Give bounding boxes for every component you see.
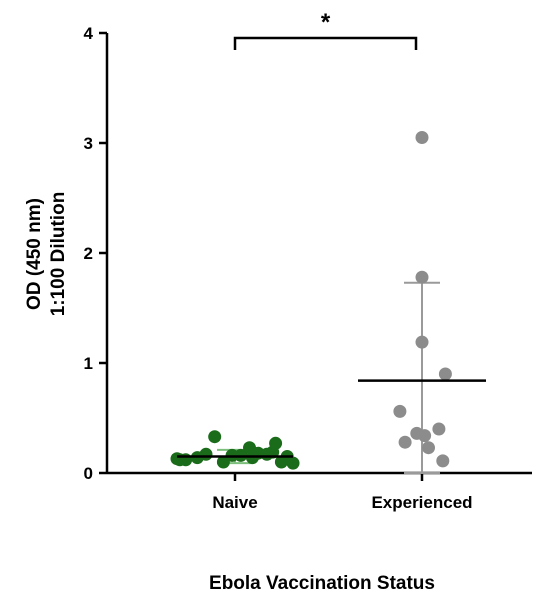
data-point xyxy=(260,447,274,461)
data-point xyxy=(422,441,435,455)
data-point xyxy=(432,422,446,436)
data-point xyxy=(286,456,300,470)
data-point xyxy=(415,270,429,284)
data-point xyxy=(410,426,424,440)
y-tick-label: 1 xyxy=(84,354,93,373)
x-axis-title: Ebola Vaccination Status xyxy=(209,573,435,593)
data-point xyxy=(208,430,222,444)
significance-bracket xyxy=(233,36,418,50)
data-point xyxy=(269,436,283,450)
x-tick-label: Experienced xyxy=(371,493,472,512)
data-point xyxy=(243,441,256,455)
data-point xyxy=(398,435,412,449)
data-point xyxy=(393,404,407,418)
y-tick-label: 0 xyxy=(84,464,93,483)
data-point xyxy=(274,455,288,469)
data-point xyxy=(415,131,429,144)
plot-area: 0 1 2 3 4 Naive Experienced * xyxy=(84,9,532,512)
y-tick-label: 2 xyxy=(84,244,93,263)
y-tick-label: 3 xyxy=(84,134,93,153)
y-axis-title-line1: OD (450 nm) xyxy=(24,198,45,310)
data-point xyxy=(415,335,429,349)
y-axis-title-line2: 1:100 Dilution xyxy=(48,192,69,317)
y-tick-label: 4 xyxy=(84,24,94,43)
data-point xyxy=(438,367,452,381)
significance-marker: * xyxy=(321,9,331,36)
x-tick-label: Naive xyxy=(212,493,257,512)
data-point xyxy=(436,454,450,468)
